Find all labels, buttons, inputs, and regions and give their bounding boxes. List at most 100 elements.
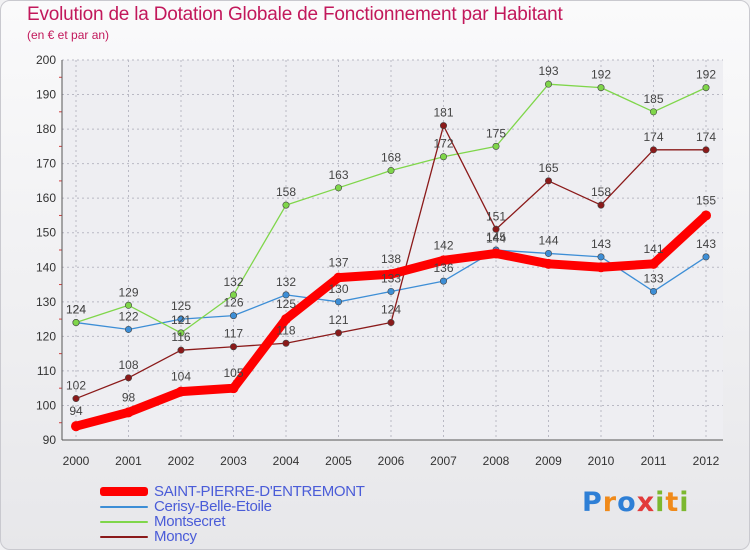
data-point-saint-pierre-d-entremont-2011 (648, 258, 659, 269)
data-label-montsecret-2008: 175 (486, 126, 506, 140)
data-label-moncy-2010: 158 (591, 185, 611, 199)
data-point-saint-pierre-d-entremont-2006 (386, 269, 396, 280)
y-tick-label-140: 140 (36, 260, 56, 274)
data-label-cerisy-belle-etoile-2011: 133 (643, 271, 663, 285)
y-tick-label-90: 90 (43, 433, 57, 447)
data-point-montsecret-2006 (387, 167, 395, 175)
data-label-cerisy-belle-etoile-2012: 143 (696, 237, 716, 251)
data-label-cerisy-belle-etoile-2001: 122 (118, 309, 138, 323)
data-point-moncy-2002 (177, 346, 185, 354)
x-tick-label-2001: 2001 (115, 454, 142, 468)
legend-swatch-montsecret (100, 520, 148, 523)
data-point-montsecret-2007 (439, 153, 447, 161)
data-label-montsecret-2003: 132 (223, 275, 243, 289)
x-tick-label-2007: 2007 (430, 454, 457, 468)
data-point-moncy-2004 (282, 339, 290, 347)
legend-item-montsecret: Montsecret (100, 513, 365, 530)
data-label-cerisy-belle-etoile-2010: 143 (591, 237, 611, 251)
data-point-moncy-2008 (492, 225, 500, 233)
data-point-cerisy-belle-etoile-2007 (439, 277, 447, 285)
data-point-saint-pierre-d-entremont-2005 (333, 272, 344, 283)
data-point-cerisy-belle-etoile-2005 (334, 298, 342, 306)
data-point-montsecret-2010 (597, 84, 605, 92)
y-tick-label-110: 110 (37, 364, 56, 378)
data-point-montsecret-2002 (177, 329, 185, 337)
legend-label-moncy: Moncy (154, 528, 197, 545)
x-tick-label-2003: 2003 (220, 454, 247, 468)
data-label-moncy-2012: 174 (696, 130, 716, 144)
y-tick-label-150: 150 (36, 226, 56, 240)
x-tick-label-2010: 2010 (588, 454, 615, 468)
data-label-saint-pierre-d-entremont-2008: 144 (486, 231, 506, 245)
x-tick-label-2011: 2011 (641, 454, 667, 468)
chart-title: Evolution de la Dotation Globale de Fonc… (27, 4, 563, 25)
legend-label-cerisy: Cerisy-Belle-Etoile (154, 498, 272, 515)
data-label-montsecret-2001: 129 (118, 285, 138, 299)
data-point-cerisy-belle-etoile-2002 (177, 315, 185, 323)
data-label-moncy-2003: 117 (224, 327, 243, 341)
x-tick-label-2002: 2002 (168, 454, 195, 468)
data-point-saint-pierre-d-entremont-2003 (228, 383, 239, 394)
data-label-saint-pierre-d-entremont-2004: 125 (276, 297, 296, 311)
legend-item-cerisy: Cerisy-Belle-Etoile (100, 498, 365, 515)
data-point-montsecret-2009 (544, 80, 552, 88)
data-label-montsecret-2010: 192 (591, 68, 611, 82)
data-point-cerisy-belle-etoile-2009 (544, 249, 552, 257)
data-point-saint-pierre-d-entremont-2004 (281, 314, 291, 325)
data-point-moncy-2007 (439, 122, 447, 130)
data-point-saint-pierre-d-entremont-2007 (438, 255, 449, 266)
data-label-montsecret-2009: 193 (538, 64, 558, 78)
data-label-montsecret-2007: 172 (433, 137, 453, 151)
chart-subtitle: (en € et par an) (27, 28, 110, 42)
data-point-cerisy-belle-etoile-2010 (597, 253, 605, 261)
legend-swatch-moncy (100, 535, 148, 538)
data-point-moncy-2009 (544, 177, 552, 185)
x-tick-label-2009: 2009 (535, 454, 562, 468)
data-label-cerisy-belle-etoile-2005: 130 (328, 282, 348, 296)
data-label-moncy-2005: 121 (328, 313, 348, 327)
data-label-saint-pierre-d-entremont-2006: 138 (381, 252, 401, 266)
data-label-saint-pierre-d-entremont-2007: 142 (433, 238, 453, 252)
data-point-montsecret-2001 (125, 301, 133, 309)
data-label-moncy-2001: 108 (118, 358, 138, 372)
x-tick-label-2000: 2000 (63, 454, 90, 468)
y-tick-label-190: 190 (36, 88, 56, 102)
data-label-saint-pierre-d-entremont-2000: 94 (69, 404, 83, 418)
data-label-montsecret-2006: 168 (381, 151, 401, 165)
y-tick-label-170: 170 (36, 157, 56, 171)
data-label-moncy-2000: 102 (66, 379, 86, 393)
data-point-saint-pierre-d-entremont-2008 (491, 248, 501, 259)
data-label-saint-pierre-d-entremont-2002: 104 (171, 370, 191, 384)
data-label-moncy-2002: 116 (171, 330, 190, 344)
data-label-montsecret-2000: 124 (66, 303, 86, 317)
y-tick-label-160: 160 (36, 191, 56, 205)
legend-swatch-saint-pierre (100, 487, 148, 496)
x-tick-label-2004: 2004 (273, 454, 300, 468)
data-label-saint-pierre-d-entremont-2011: 141 (643, 242, 663, 256)
x-tick-label-2008: 2008 (483, 454, 510, 468)
data-point-moncy-2003 (230, 343, 238, 351)
data-label-montsecret-2012: 192 (696, 68, 716, 82)
data-point-saint-pierre-d-entremont-2000 (71, 421, 81, 432)
legend: SAINT-PIERRE-D'ENTREMONT Cerisy-Belle-Et… (100, 483, 365, 545)
data-point-cerisy-belle-etoile-2003 (230, 312, 238, 320)
data-label-moncy-2007: 181 (433, 106, 453, 120)
data-point-cerisy-belle-etoile-2004 (282, 291, 290, 299)
legend-label-montsecret: Montsecret (154, 513, 226, 530)
data-point-moncy-2012 (702, 146, 710, 154)
data-label-cerisy-belle-etoile-2006: 133 (381, 271, 401, 285)
data-point-moncy-2011 (649, 146, 657, 154)
legend-item-saint-pierre: SAINT-PIERRE-D'ENTREMONT (100, 483, 365, 500)
data-label-saint-pierre-d-entremont-2001: 98 (122, 390, 136, 404)
data-label-cerisy-belle-etoile-2008: 145 (486, 230, 506, 244)
y-tick-label-130: 130 (36, 295, 56, 309)
data-label-cerisy-belle-etoile-2004: 132 (276, 275, 296, 289)
data-label-moncy-2004: 118 (276, 323, 295, 337)
data-label-cerisy-belle-etoile-2007: 136 (433, 261, 453, 275)
data-label-saint-pierre-d-entremont-2003: 105 (223, 366, 243, 380)
x-tick-label-2005: 2005 (325, 454, 352, 468)
data-point-montsecret-2000 (72, 319, 80, 327)
data-point-moncy-2010 (597, 201, 605, 209)
proxiti-logo: Proxiti (582, 487, 690, 518)
data-label-cerisy-belle-etoile-2003: 126 (223, 296, 243, 310)
